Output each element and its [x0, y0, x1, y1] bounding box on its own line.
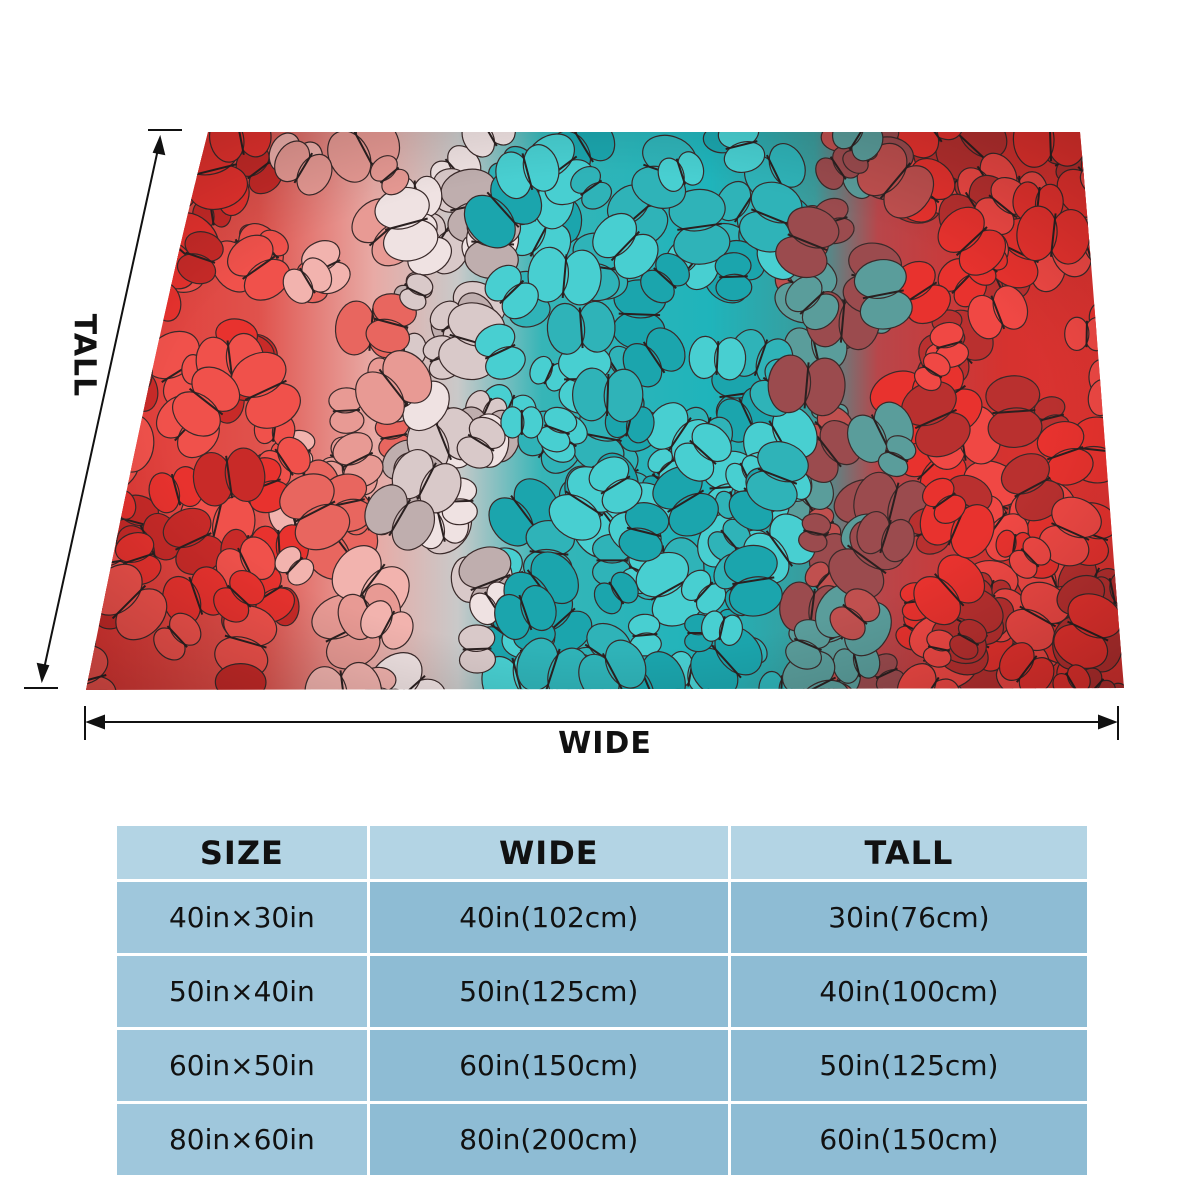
table-row: 80in×60in 80in(200cm) 60in(150cm)	[117, 1104, 1087, 1175]
tall-label: TALL	[66, 313, 102, 398]
butterfly-pattern	[86, 132, 1124, 690]
butterfly-shape	[98, 132, 171, 163]
size-chart-table: SIZE WIDE TALL 40in×30in 40in(102cm) 30i…	[114, 823, 1090, 1178]
column-header-size: SIZE	[117, 826, 367, 879]
butterfly-shape	[86, 132, 112, 155]
butterfly-shape	[86, 451, 124, 514]
butterfly-shape	[99, 199, 155, 262]
butterfly-shape	[86, 209, 116, 252]
table-row: 60in×50in 60in(150cm) 50in(125cm)	[117, 1030, 1087, 1101]
tall-cell: 40in(100cm)	[730, 956, 1087, 1027]
size-cell: 40in×30in	[117, 882, 367, 953]
wide-label: WIDE	[558, 726, 652, 761]
butterfly-shape	[90, 154, 133, 190]
butterfly-shape	[107, 227, 181, 288]
butterfly-shape	[86, 232, 131, 278]
tall-cell: 30in(76cm)	[730, 882, 1087, 953]
table-header-row: SIZE WIDE TALL	[117, 826, 1087, 879]
wide-dimension-arrow	[84, 706, 1119, 740]
table-row: 40in×30in 40in(102cm) 30in(76cm)	[117, 882, 1087, 953]
butterfly-shape	[88, 189, 142, 260]
size-cell: 50in×40in	[117, 956, 367, 1027]
blanket-product-image	[24, 129, 1124, 740]
column-header-tall: TALL	[730, 826, 1087, 879]
wide-cell: 40in(102cm)	[369, 882, 728, 953]
size-cell: 80in×60in	[117, 1104, 367, 1175]
butterfly-shape	[96, 228, 143, 288]
butterfly-shape	[86, 444, 114, 504]
butterfly-shape	[98, 183, 140, 223]
column-header-wide: WIDE	[369, 826, 728, 879]
butterfly-shape	[86, 134, 121, 189]
wide-cell: 50in(125cm)	[369, 956, 728, 1027]
butterfly-shape	[86, 433, 126, 513]
size-cell: 60in×50in	[117, 1030, 367, 1101]
tall-cell: 60in(150cm)	[730, 1104, 1087, 1175]
butterfly-shape	[92, 444, 130, 492]
wide-cell: 60in(150cm)	[369, 1030, 728, 1101]
tall-cell: 50in(125cm)	[730, 1030, 1087, 1101]
table-row: 50in×40in 50in(125cm) 40in(100cm)	[117, 956, 1087, 1027]
wide-cell: 80in(200cm)	[369, 1104, 728, 1175]
butterfly-shape	[86, 410, 112, 468]
tall-dimension-arrow	[24, 129, 182, 689]
